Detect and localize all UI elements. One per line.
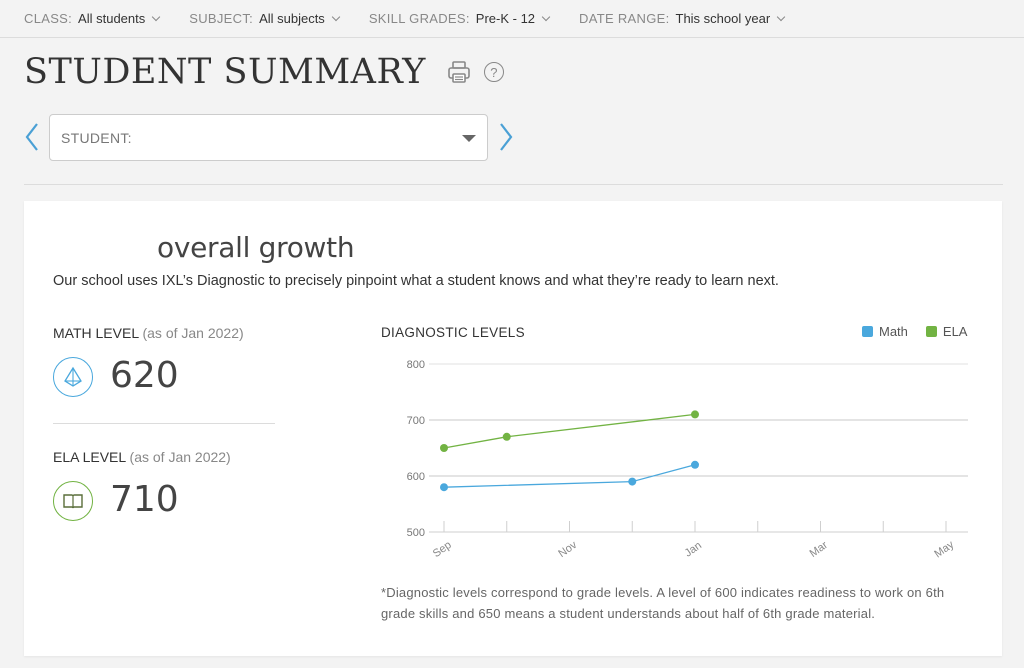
math-level-label: MATH LEVEL (as of Jan 2022) <box>53 325 244 341</box>
data-point-math-jan <box>691 460 699 469</box>
y-tick-label-700: 700 <box>407 415 425 427</box>
book-icon <box>53 481 93 521</box>
x-tick-label-mar: Mar <box>808 539 831 560</box>
math-level-asof: (as of Jan 2022) <box>142 325 244 341</box>
x-tick-label-nov: Nov <box>556 539 579 560</box>
chevron-down-icon <box>152 12 161 21</box>
subject-filter-value: All subjects <box>259 11 325 26</box>
student-select-label: STUDENT: <box>61 129 132 146</box>
legend-item-ela: ELA <box>925 324 968 339</box>
chevron-down-icon <box>331 12 341 21</box>
series-line-ela <box>443 413 696 449</box>
chevron-down-icon <box>541 12 551 21</box>
x-tick-label-jan: Jan <box>683 540 704 560</box>
class-filter-label: CLASS: <box>24 11 73 26</box>
date-range-filter-value: This school year <box>675 11 771 26</box>
print-icon[interactable] <box>446 59 472 85</box>
data-point-math-sep <box>440 483 448 492</box>
section-divider <box>24 184 1003 185</box>
date-range-filter-label: DATE RANGE: <box>579 11 670 26</box>
data-point-math-dec <box>628 477 637 486</box>
overall-growth-card: overall growth Our school uses IXL’s Dia… <box>24 201 1002 656</box>
previous-student-arrow-icon[interactable] <box>24 122 40 152</box>
subject-filter-label: SUBJECT: <box>189 11 254 26</box>
legend-label-math: Math <box>879 324 908 339</box>
card-description: Our school uses IXL’s Diagnostic to prec… <box>53 273 779 289</box>
pyramid-icon <box>53 357 93 397</box>
next-student-arrow-icon[interactable] <box>498 122 514 152</box>
class-filter-value: All students <box>78 11 146 26</box>
legend-item-math: Math <box>862 324 908 339</box>
card-title: overall growth <box>157 231 355 264</box>
y-tick-label-800: 800 <box>407 359 425 371</box>
y-tick-label-600: 600 <box>407 471 425 483</box>
skill-grades-filter[interactable]: SKILL GRADES: Pre-K - 12 <box>368 11 551 26</box>
chevron-down-icon <box>776 12 786 21</box>
y-tick-label-500: 500 <box>407 527 425 539</box>
filter-bar: CLASS: All students SUBJECT: All subject… <box>0 0 1024 38</box>
caret-down-icon <box>462 135 476 142</box>
diagnostic-levels-chart: 500 600 700 800 Sep Nov Jan Mar May <box>407 359 968 560</box>
date-range-filter[interactable]: DATE RANGE: This school year <box>579 11 786 26</box>
skill-grades-filter-value: Pre-K - 12 <box>475 11 536 26</box>
page-title: STUDENT SUMMARY <box>24 52 426 92</box>
help-icon[interactable]: ? <box>483 62 504 82</box>
ela-level-value: 710 <box>110 479 179 520</box>
legend-swatch-math <box>862 326 873 337</box>
data-point-ela-jan <box>691 410 699 419</box>
class-filter[interactable]: CLASS: All students <box>24 11 161 26</box>
ela-level-asof: (as of Jan 2022) <box>129 449 231 465</box>
math-level-value: 620 <box>110 355 179 396</box>
chart-footnote: *Diagnostic levels correspond to grade l… <box>381 585 945 621</box>
skill-grades-filter-label: SKILL GRADES: <box>368 11 470 26</box>
x-tick-label-sep: Sep <box>431 539 454 560</box>
student-select[interactable]: STUDENT: <box>49 114 488 161</box>
title-row: STUDENT SUMMARY ? <box>24 52 504 92</box>
level-separator <box>53 423 275 424</box>
ela-level-label: ELA LEVEL (as of Jan 2022) <box>53 449 231 465</box>
chart-title: DIAGNOSTIC LEVELS <box>381 325 525 340</box>
math-level-title: MATH LEVEL <box>53 325 139 341</box>
ela-level-title: ELA LEVEL <box>53 449 126 465</box>
data-point-ela-sep <box>440 444 448 452</box>
subject-filter[interactable]: SUBJECT: All subjects <box>189 11 341 26</box>
chart-legend: Math ELA <box>862 324 985 339</box>
legend-swatch-ela <box>925 326 937 337</box>
data-point-ela-oct <box>502 432 511 441</box>
legend-label-ela: ELA <box>942 324 968 339</box>
x-tick-label-may: May <box>932 538 956 560</box>
